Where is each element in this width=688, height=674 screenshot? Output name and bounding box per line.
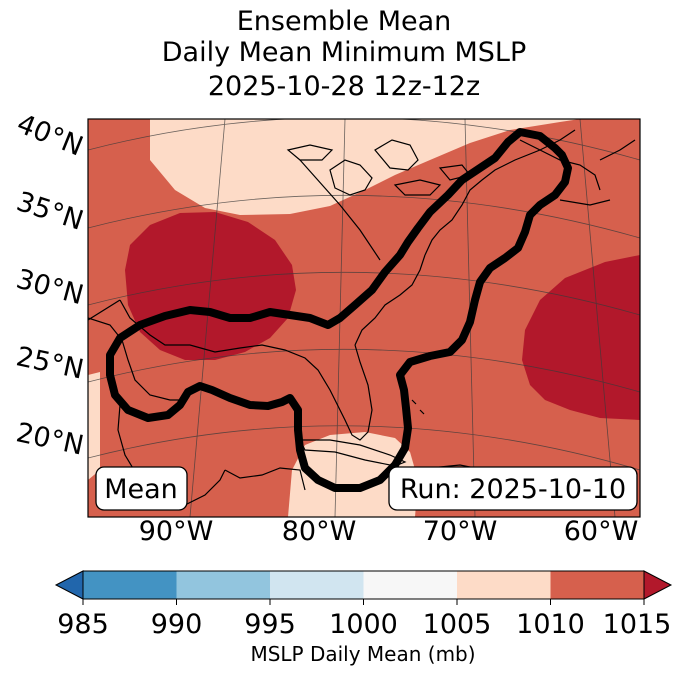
run-box: [388, 466, 638, 511]
colorbar-tick: 1010: [516, 609, 585, 640]
coastlines: [88, 129, 636, 506]
colorbar-segment: [550, 571, 644, 599]
pressure-field-1005-west: [88, 372, 100, 480]
title-line-1: Ensemble Mean: [236, 6, 452, 37]
colorbar-segment: [83, 571, 177, 599]
lat-label: 30°N: [13, 264, 87, 312]
colorbar-tick: 1005: [423, 609, 492, 640]
lon-label: 90°W: [139, 516, 214, 547]
colorbar: 985 990 995 1000 1005 1010 1015 MSLP Dai…: [54, 570, 673, 666]
threshold-contour: [106, 128, 572, 492]
colorbar-label: MSLP Daily Mean (mb): [250, 642, 475, 666]
pressure-field-1015-high-east: [522, 255, 640, 420]
colorbar-extend-low: [54, 570, 84, 600]
colorbar-segment: [457, 571, 551, 599]
colorbar-extend-high: [643, 570, 673, 600]
colorbar-tick: 1015: [603, 609, 672, 640]
map-area: Mean Run: 2025-10-10: [88, 119, 640, 517]
colorbar-tick: 985: [57, 609, 109, 640]
lat-label: 20°N: [13, 417, 86, 461]
lon-label: 60°W: [564, 516, 639, 547]
colorbar-tick: 995: [244, 609, 296, 640]
mean-box-label: Mean: [104, 474, 178, 505]
title-line-2: Daily Mean Minimum MSLP: [161, 37, 527, 68]
graticule: [88, 119, 640, 517]
colorbar-tick: 990: [151, 609, 203, 640]
pressure-field-1005-north: [150, 119, 580, 215]
lat-label: 35°N: [13, 186, 87, 237]
colorbar-segment: [363, 571, 457, 599]
run-box-label: Run: 2025-10-10: [400, 474, 626, 505]
lat-label: 25°N: [13, 341, 86, 385]
lon-label: 80°W: [282, 516, 357, 547]
colorbar-segment: [270, 571, 364, 599]
lon-label: 70°W: [423, 516, 498, 547]
title-line-3: 2025-10-28 12z-12z: [207, 71, 481, 102]
colorbar-tick: 1000: [329, 609, 398, 640]
colorbar-segment: [176, 571, 270, 599]
lat-label: 40°N: [12, 108, 87, 162]
mean-box: [95, 466, 188, 511]
map-frame: [87, 118, 641, 518]
